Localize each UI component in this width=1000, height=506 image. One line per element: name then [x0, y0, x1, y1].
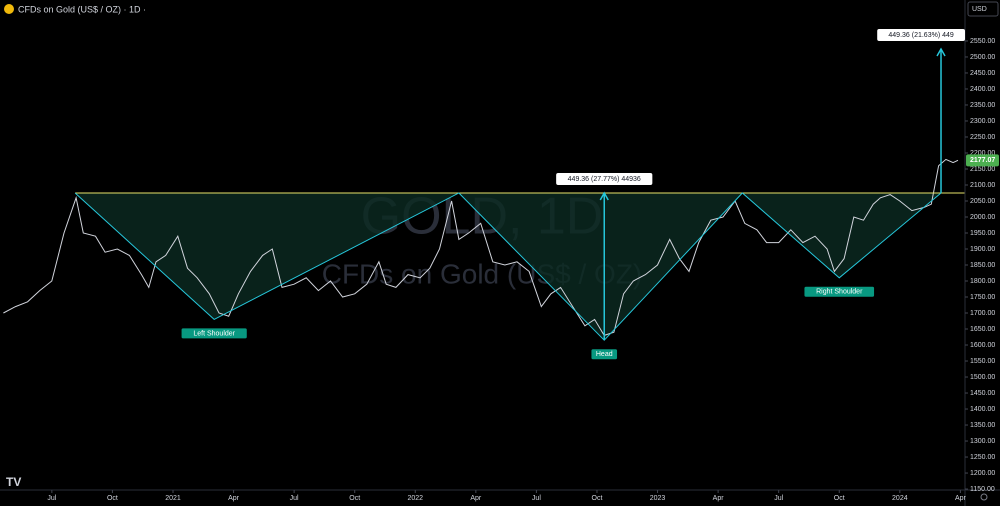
y-tick-label: 1450.00: [970, 390, 995, 397]
y-tick-label: 1700.00: [970, 310, 995, 317]
settings-icon[interactable]: [980, 493, 988, 501]
chart-title: CFDs on Gold (US$ / OZ) · 1D ·: [18, 4, 146, 14]
y-tick-label: 2050.00: [970, 198, 995, 205]
y-tick-label: 2100.00: [970, 182, 995, 189]
x-tick-label: Apr: [470, 495, 482, 502]
y-tick-label: 2000.00: [970, 214, 995, 221]
y-tick-label: 2400.00: [970, 86, 995, 93]
annotation-label: Left Shoulder: [193, 330, 235, 337]
y-tick-label: 1250.00: [970, 454, 995, 461]
x-tick-label: 2021: [165, 495, 181, 502]
y-tick-label: 1850.00: [970, 262, 995, 269]
arrow-head: [936, 47, 946, 57]
y-tick-label: 1900.00: [970, 246, 995, 253]
measure-box: [556, 172, 653, 185]
y-tick-label: 1500.00: [970, 374, 995, 381]
x-tick-label: Jul: [532, 495, 541, 502]
x-tick-label: Jul: [47, 495, 56, 502]
y-tick-label: 1350.00: [970, 422, 995, 429]
annotation-box: [804, 286, 875, 297]
last-price-box: [966, 154, 999, 167]
y-tick-label: 1400.00: [970, 406, 995, 413]
y-tick-label: 2250.00: [970, 134, 995, 141]
x-tick-label: 2023: [650, 495, 666, 502]
x-tick-label: Jul: [774, 495, 783, 502]
measure-box: [877, 28, 965, 41]
x-tick-label: 2024: [892, 495, 908, 502]
y-tick-label: 2500.00: [970, 54, 995, 61]
currency-box[interactable]: [967, 1, 999, 17]
x-tick-label: Oct: [107, 495, 118, 502]
currency[interactable]: USD: [972, 6, 987, 13]
x-tick-label: Oct: [349, 495, 360, 502]
y-tick-label: 2450.00: [970, 70, 995, 77]
x-tick-label: Oct: [592, 495, 603, 502]
x-tick-label: Apr: [228, 495, 240, 502]
y-tick-label: 1950.00: [970, 230, 995, 237]
y-tick-label: 1600.00: [970, 342, 995, 349]
x-tick-label: Jul: [290, 495, 299, 502]
pattern-fill: [75, 192, 942, 341]
symbol-icon: [4, 4, 14, 14]
y-tick-label: 1300.00: [970, 438, 995, 445]
y-tick-label: 2200.00: [970, 150, 995, 157]
x-tick-label: 2022: [407, 495, 423, 502]
price-line: [3, 158, 959, 337]
y-tick-label: 2550.00: [970, 38, 995, 45]
x-tick-label: Oct: [834, 495, 845, 502]
y-tick-label: 1200.00: [970, 470, 995, 477]
last-price-label: 2177.07: [970, 157, 995, 164]
annotation-label: Head: [596, 351, 613, 358]
y-tick-label: 1550.00: [970, 358, 995, 365]
y-tick-label: 1750.00: [970, 294, 995, 301]
annotation-box: [181, 328, 247, 339]
measure-label: 449.36 (27.77%) 44936: [568, 176, 641, 183]
y-tick-label: 2300.00: [970, 118, 995, 125]
annotation-box: [591, 349, 618, 360]
y-tick-label: 2150.00: [970, 166, 995, 173]
y-tick-label: 2350.00: [970, 102, 995, 109]
measure-label: 449.36 (21.63%) 449: [888, 32, 953, 39]
x-tick-label: Apr: [713, 495, 725, 502]
annotation-label: Right Shoulder: [816, 289, 863, 296]
y-tick-label: 1800.00: [970, 278, 995, 285]
arrow-head: [599, 191, 609, 201]
x-tick-label: Apr: [955, 495, 967, 502]
y-tick-label: 1650.00: [970, 326, 995, 333]
y-tick-label: 1150.00: [970, 486, 995, 493]
logo: TV: [6, 475, 21, 489]
